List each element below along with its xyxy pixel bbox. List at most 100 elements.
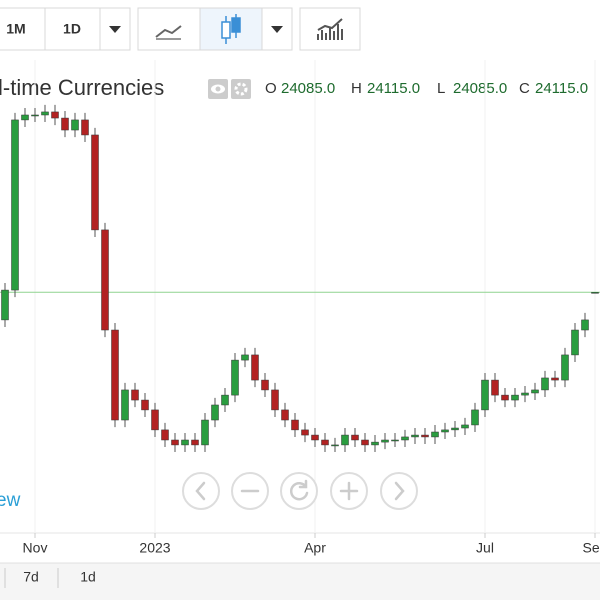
toolbar: 1M 1D <box>0 7 361 51</box>
candle-body <box>91 134 99 231</box>
candle-body <box>471 409 479 426</box>
candle-body <box>161 429 169 441</box>
x-tick-label: Jul <box>476 540 494 556</box>
ohlc-label: O <box>265 80 277 97</box>
candle-body <box>271 389 279 411</box>
chart: Nov 2023 Apr Jul Sep <box>0 60 600 556</box>
candle-body <box>221 394 229 406</box>
icon <box>289 479 309 501</box>
candle-body <box>211 404 219 421</box>
line-chart-button[interactable] <box>137 7 201 51</box>
dropdown-arrow <box>271 26 283 33</box>
settings-icon[interactable] <box>231 79 251 99</box>
candle-body <box>511 394 519 401</box>
candle-body <box>241 354 249 361</box>
range-button[interactable]: 7d <box>23 569 39 585</box>
candle-body <box>491 379 499 396</box>
candle-body <box>61 117 69 131</box>
eye-icon <box>215 86 221 92</box>
reset-button[interactable] <box>280 472 318 510</box>
candle-body <box>71 119 79 131</box>
candle-body <box>421 434 429 438</box>
candle-body <box>21 114 29 121</box>
candle-body <box>411 434 419 438</box>
candle-body <box>391 439 399 442</box>
button[interactable] <box>44 7 101 51</box>
icon <box>195 481 206 501</box>
candle-body <box>331 444 339 447</box>
x-tick-label: Apr <box>304 540 326 556</box>
candle-body <box>11 119 19 291</box>
x-tick-label: 2023 <box>139 540 170 556</box>
ohlc-label: H <box>351 80 362 97</box>
candle-body <box>281 409 289 421</box>
candle-body <box>481 379 489 411</box>
candle-body <box>361 439 369 446</box>
candle-body <box>541 377 549 391</box>
ohlc-label: C <box>519 80 530 97</box>
candle-body <box>431 431 439 438</box>
icon <box>339 481 359 501</box>
scroll-left-button[interactable] <box>182 472 220 510</box>
candle-body <box>51 111 59 119</box>
candle-body <box>321 439 329 446</box>
chart-title: l-time Currencies <box>0 75 164 100</box>
ohlc-label: L <box>437 80 445 97</box>
candle-body <box>31 114 39 117</box>
candle-body <box>151 409 159 431</box>
watermark: ew <box>0 490 21 511</box>
candle-body <box>371 441 379 446</box>
x-tick-label: Sep <box>583 540 600 556</box>
candle-body <box>591 292 599 294</box>
button[interactable] <box>0 7 46 51</box>
candle-body <box>81 119 89 136</box>
candle-body <box>141 399 149 411</box>
candle-body <box>291 419 299 431</box>
candle-body <box>341 434 349 446</box>
candle-body <box>311 434 319 441</box>
zoom-controls <box>182 472 418 510</box>
icon <box>394 481 405 501</box>
button-label[interactable]: 1M <box>6 21 25 37</box>
candle-body <box>171 439 179 446</box>
candle-body <box>261 379 269 391</box>
ohlc-value: 24115.0 <box>535 80 588 97</box>
candle-body <box>181 439 189 446</box>
candle-body <box>131 389 139 401</box>
ohlc-legend: O 24085.0 H 24115.0 L 24085.0 C 24115.0 <box>265 80 588 97</box>
candle-body <box>201 419 209 446</box>
candle-body <box>571 329 579 356</box>
ohlc-value: 24115.0 <box>367 80 420 97</box>
candle-body <box>231 359 239 396</box>
ohlc-value: 24085.0 <box>453 80 507 97</box>
dropdown-arrow <box>109 26 121 33</box>
candle-body <box>301 429 309 436</box>
candle-body <box>41 111 49 116</box>
footer <box>0 563 600 600</box>
candle-body <box>581 319 589 331</box>
settings-icon <box>234 82 248 96</box>
candle-body <box>381 439 389 443</box>
candle-body <box>101 229 109 331</box>
candle-body <box>531 389 539 394</box>
ohlc-value: 24085.0 <box>281 80 335 97</box>
range-button[interactable]: 1d <box>80 569 96 585</box>
candle-body <box>461 424 469 429</box>
line-icon <box>155 25 182 38</box>
indicators-icon <box>317 18 343 40</box>
candle-body <box>441 429 449 433</box>
candle-body <box>561 354 569 381</box>
candle-icon <box>221 14 241 44</box>
candle-body <box>551 377 559 381</box>
candle-body <box>1 289 9 321</box>
candle-body <box>251 354 259 381</box>
scroll-right-button[interactable] <box>380 472 418 510</box>
candle-body <box>121 389 129 421</box>
candle-body <box>111 329 119 421</box>
candle-body <box>351 434 359 441</box>
button-label[interactable]: 1D <box>63 21 81 37</box>
candle-body <box>191 439 199 446</box>
candle-chart-button[interactable] <box>199 7 263 51</box>
candle-body <box>501 394 509 401</box>
